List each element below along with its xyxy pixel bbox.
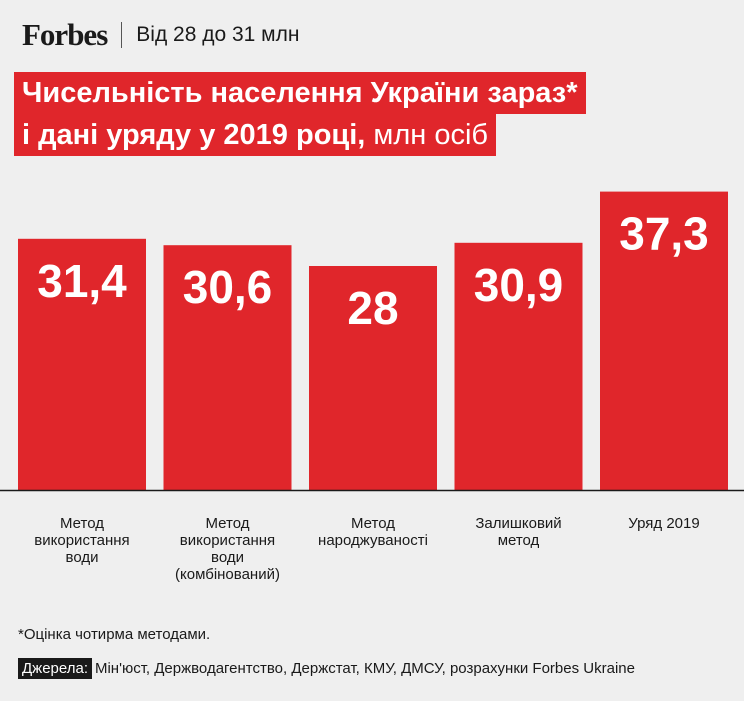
bar-1 <box>18 238 146 490</box>
chart-title-main: і дані уряду у 2019 році, <box>22 119 366 151</box>
category-label-4: Залишковий метод <box>475 515 561 549</box>
bar-5 <box>600 191 728 490</box>
chart-title-line-2: і дані уряду у 2019 році, млн осіб <box>14 114 497 156</box>
header: Forbes Від 28 до 31 млн <box>22 17 300 52</box>
bar-3 <box>309 266 437 490</box>
forbes-logo: Forbes <box>22 17 108 52</box>
bar-value-label-2: 30,6 <box>183 261 273 313</box>
header-divider <box>121 22 123 48</box>
chart-title-line-1: Чисельність населення України зараз* <box>14 72 586 114</box>
chart-title-unit: млн осіб <box>365 119 489 151</box>
category-label-5: Уряд 2019 <box>628 515 699 532</box>
bar-value-label-3: 28 <box>347 282 398 334</box>
bar-chart: 31,4 Метод використання води 30,6 Метод викори… <box>0 191 744 583</box>
sources-text: Мін'юст, Держводагентство, Держстат, КМУ… <box>94 660 635 677</box>
bar-value-label-5: 37,3 <box>619 208 709 260</box>
bar-2 <box>163 245 292 490</box>
bar-4 <box>454 242 583 490</box>
footnote: *Оцінка чотирма методами. <box>18 626 211 643</box>
category-label-1: Метод використання води <box>34 515 129 566</box>
sources: Джерела: Мін'юст, Держводагентство, Держс… <box>18 658 635 679</box>
bar-value-label-1: 31,4 <box>37 255 127 307</box>
bar-value-label-4: 30,9 <box>474 259 564 311</box>
category-label-3: Метод народжуваності <box>318 515 428 549</box>
sources-label: Джерела: <box>18 658 92 679</box>
category-label-2: Метод використання води (комбінований) <box>175 515 280 583</box>
header-subtitle: Від 28 до 31 млн <box>136 23 300 46</box>
